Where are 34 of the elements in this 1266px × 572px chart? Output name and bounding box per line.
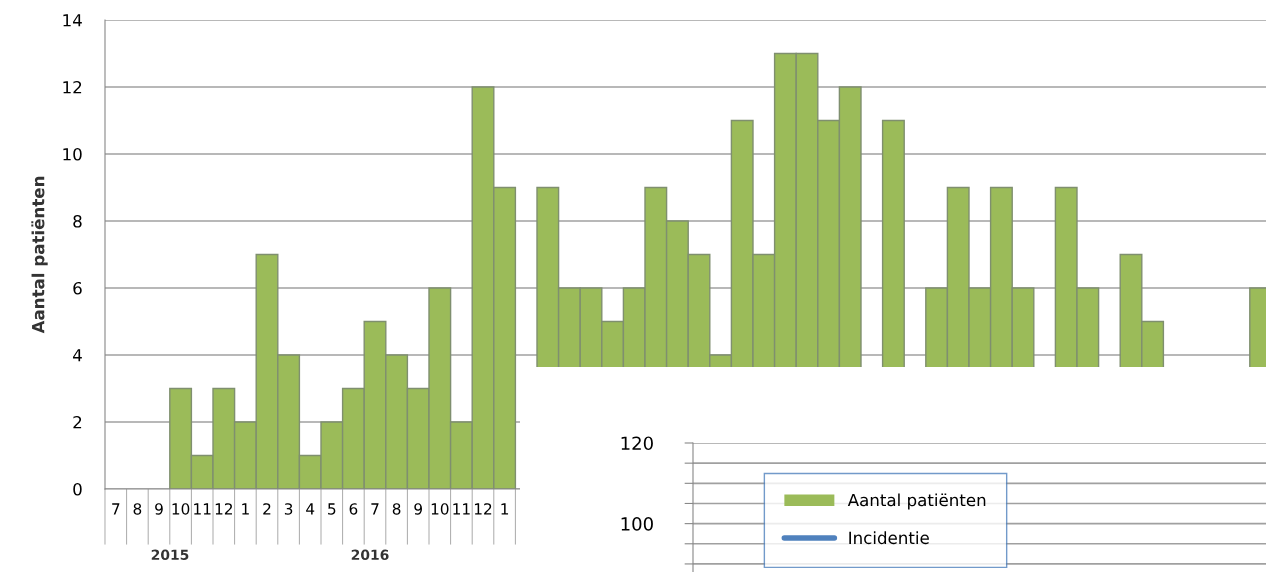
x-tick-label: 4 — [306, 503, 315, 515]
y-tick-label: 14 — [63, 14, 82, 27]
x-tick-label: 3 — [284, 503, 293, 515]
x-tick-label: 11 — [194, 503, 211, 515]
text: 2016 — [351, 549, 389, 561]
x-tick-label: 2 — [263, 503, 271, 515]
x-tick-label: 11 — [453, 503, 470, 515]
x-tick-label: 5 — [328, 503, 336, 515]
text: 2015 — [151, 549, 189, 561]
y-tick-label: 4 — [72, 349, 82, 362]
x-tick-label: 8 — [133, 503, 142, 515]
x-tick-label: 6 — [349, 503, 358, 515]
legend-label: Aantal patiënten — [847, 493, 986, 510]
y-tick-label: 120 — [621, 436, 653, 451]
x-tick-label: 1 — [242, 503, 249, 515]
y-axis-title: Aantal patiënten — [31, 176, 48, 334]
y-tick-label: 10 — [63, 147, 82, 161]
x-tick-label: 8 — [392, 503, 401, 515]
y-tick-label: 2 — [73, 415, 82, 429]
x-tick-label: 7 — [371, 503, 379, 515]
y-tick-label: 8 — [73, 214, 82, 228]
x-tick-label: 9 — [155, 503, 163, 515]
x-tick-label: 10 — [431, 503, 449, 515]
x-tick-label: 7 — [112, 503, 120, 515]
x-tick-label: 1 — [501, 503, 509, 515]
y-tick-label: 100 — [621, 517, 653, 531]
x-tick-label: 9 — [414, 503, 422, 515]
legend-label: Incidentie — [849, 531, 929, 545]
x-tick-label: 12 — [474, 503, 492, 515]
y-tick-label: 0 — [73, 482, 82, 496]
x-tick-label: 12 — [215, 503, 232, 515]
y-tick-label: 6 — [73, 281, 82, 295]
x-tick-label: 10 — [172, 503, 190, 515]
y-tick-label: 12 — [63, 80, 82, 94]
